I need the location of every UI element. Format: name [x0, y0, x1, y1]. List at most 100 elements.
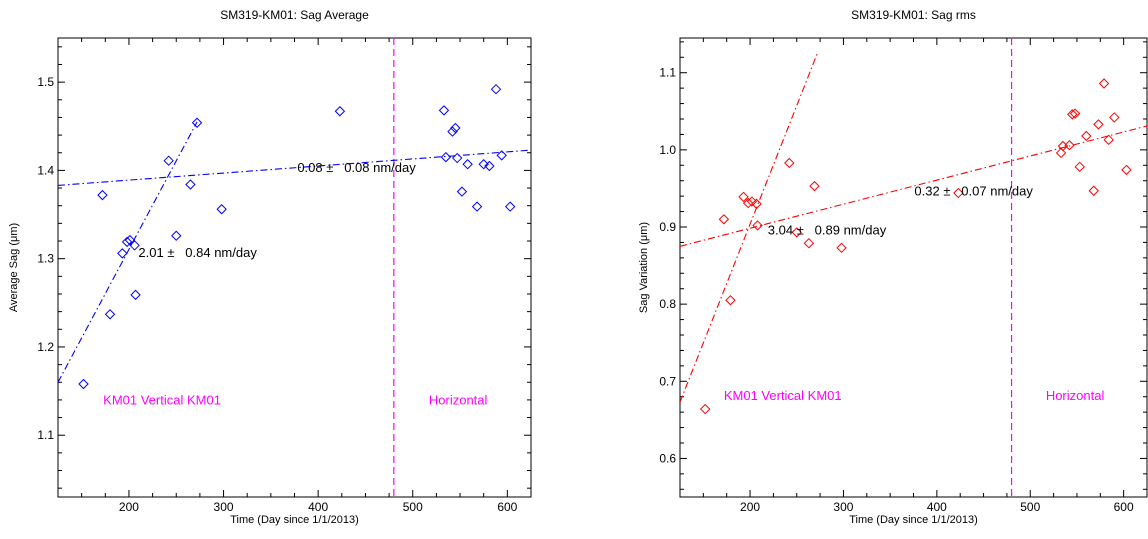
- data-point-marker: [809, 180, 820, 192]
- chart-title: SM319-KM01: Sag Average: [220, 8, 369, 22]
- data-point-marker: [117, 248, 128, 259]
- x-axis-label: Time (Day since 1/1/2013): [230, 514, 359, 526]
- data-point-marker: [836, 242, 847, 254]
- data-point-marker: [490, 83, 502, 95]
- fit-rate-label: 0.08 ± 0.08 nm/day: [297, 160, 416, 175]
- region-label: KM01 Vertical KM01: [724, 388, 842, 403]
- data-point-marker: [803, 237, 815, 249]
- y-tick-label: 1.1: [37, 428, 54, 442]
- fit-line: [680, 125, 1147, 247]
- data-point-marker: [752, 220, 763, 231]
- plot-area: [680, 38, 1147, 497]
- data-point-marker: [129, 240, 140, 251]
- fit-line: [58, 121, 198, 383]
- data-point-marker: [1098, 78, 1110, 89]
- data-point-marker: [1081, 130, 1092, 142]
- data-point-marker: [185, 179, 196, 190]
- data-point-marker: [452, 152, 463, 164]
- y-axis-label: Sag Variation (μm): [638, 222, 650, 313]
- data-point-marker: [791, 227, 802, 238]
- data-point-marker: [124, 234, 136, 246]
- y-tick-label: 1.1: [659, 66, 676, 80]
- data-point-marker: [334, 106, 346, 117]
- data-point-marker: [496, 150, 507, 161]
- data-point-marker: [450, 122, 461, 134]
- y-tick-label: 1.5: [37, 75, 54, 89]
- y-tick-label: 1.3: [37, 252, 54, 266]
- data-point-marker: [1064, 140, 1075, 151]
- x-tick-label: 500: [403, 500, 423, 514]
- data-point-marker: [1069, 108, 1081, 119]
- x-tick-label: 600: [1114, 500, 1134, 514]
- data-point-marker: [438, 105, 450, 116]
- sag-rms-chart-svg: SM319-KM01: Sag rms 200 300 400 500 600 0.6 0.7…: [638, 8, 1148, 526]
- plot-frame: [679, 37, 1148, 498]
- sag-rms-chart: SM319-KM01: Sag rms 200 300 400 500 600 0.6 0.7…: [574, 0, 1148, 539]
- sag-average-chart-svg: SM319-KM01: Sag Average 200 300 400 500 600 1.…: [8, 8, 532, 526]
- y-tick-label: 1.4: [37, 163, 54, 177]
- data-point-marker: [484, 160, 495, 172]
- y-tick-label: 0.6: [659, 451, 676, 465]
- y-tick-label: 0.8: [659, 297, 676, 311]
- fit-line: [58, 149, 531, 186]
- data-point-marker: [1067, 109, 1078, 120]
- x-tick-label: 300: [214, 500, 234, 514]
- chart-title: SM319-KM01: Sag rms: [851, 8, 976, 22]
- data-point-marker: [738, 191, 749, 203]
- x-tick-label: 500: [1020, 500, 1040, 514]
- y-tick-label: 0.7: [659, 374, 676, 388]
- x-tick-label: 600: [497, 500, 517, 514]
- x-tick-label: 400: [927, 500, 947, 514]
- data-point-marker: [504, 201, 516, 212]
- data-point-marker: [1103, 134, 1114, 146]
- data-point-marker: [725, 295, 736, 306]
- plot-area: [58, 38, 531, 497]
- x-axis-label: Time (Day since 1/1/2013): [849, 514, 978, 526]
- plot-frame: [57, 37, 532, 498]
- data-point-marker: [742, 197, 754, 209]
- data-point-marker: [97, 189, 108, 201]
- region-label: KM01 Vertical KM01: [103, 392, 221, 407]
- data-point-marker: [191, 117, 203, 128]
- x-tick-label: 200: [119, 500, 139, 514]
- data-point-marker: [130, 289, 141, 301]
- data-point-marker: [478, 159, 489, 170]
- x-tick-label: 200: [740, 500, 760, 514]
- data-point-marker: [746, 196, 758, 207]
- data-point-marker: [171, 230, 182, 241]
- fit-line: [680, 53, 818, 403]
- data-point-marker: [78, 378, 89, 390]
- data-point-marker: [440, 151, 452, 163]
- y-axis-label: Average Sag (μm): [8, 223, 20, 312]
- data-point-marker: [104, 309, 116, 320]
- data-point-marker: [471, 201, 483, 212]
- data-point-marker: [1055, 147, 1067, 159]
- y-tick-label: 0.9: [659, 220, 676, 234]
- data-point-marker: [1109, 112, 1120, 123]
- data-point-marker: [751, 198, 762, 210]
- y-tick-label: 1.0: [659, 143, 676, 157]
- region-label: Horizontal: [1046, 388, 1105, 403]
- data-point-marker: [1093, 119, 1104, 130]
- data-point-marker: [700, 403, 711, 415]
- region-label: Horizontal: [429, 392, 488, 407]
- data-point-marker: [462, 159, 473, 170]
- x-tick-label: 300: [833, 500, 853, 514]
- data-point-marker: [718, 214, 730, 225]
- fit-rate-label: 2.01 ± 0.84 nm/day: [138, 245, 257, 260]
- x-tick-label: 400: [308, 500, 328, 514]
- data-point-marker: [216, 204, 227, 215]
- fit-rate-label: 0.32 ± 0.07 nm/day: [914, 183, 1033, 198]
- data-point-marker: [953, 187, 964, 199]
- y-tick-label: 1.2: [37, 340, 54, 354]
- data-point-marker: [1088, 185, 1099, 196]
- data-point-marker: [1074, 161, 1085, 173]
- data-point-marker: [121, 236, 133, 248]
- data-point-marker: [163, 155, 174, 166]
- data-point-marker: [456, 186, 468, 197]
- data-point-marker: [447, 126, 458, 137]
- fit-rate-label: 3.04 ± 0.89 nm/day: [768, 223, 887, 238]
- sag-average-chart: SM319-KM01: Sag Average 200 300 400 500 600 1.…: [8, 8, 532, 526]
- data-point-marker: [1121, 164, 1132, 176]
- data-point-marker: [784, 157, 795, 169]
